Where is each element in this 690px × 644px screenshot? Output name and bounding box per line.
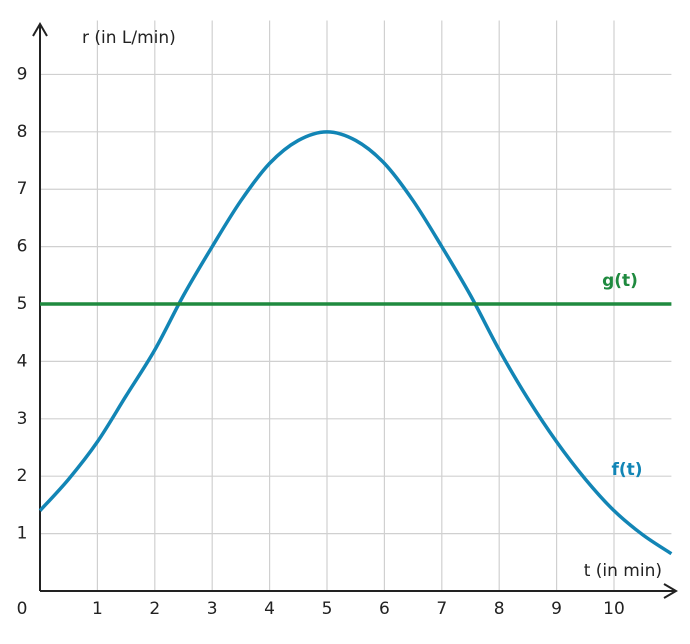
grid — [40, 20, 672, 591]
y-axis-arrow — [32, 22, 48, 37]
x-tick-label: 10 — [603, 599, 625, 619]
series-line — [38, 130, 673, 556]
x-axis-arrow — [663, 583, 678, 599]
x-tick-label: 9 — [551, 599, 562, 619]
y-tick-label: 3 — [17, 409, 28, 429]
y-tick-label: 7 — [17, 179, 28, 199]
x-tick-label: 6 — [379, 599, 390, 619]
y-tick-label: 6 — [17, 237, 28, 257]
y-tick-label: 8 — [17, 122, 28, 142]
x-tick-label: 4 — [264, 599, 275, 619]
y-tick-label: 9 — [17, 64, 28, 84]
x-tick-label: 3 — [207, 599, 218, 619]
series-label: f(t) — [611, 460, 642, 480]
y-tick-label: 1 — [17, 524, 28, 544]
y-tick-label: 4 — [17, 351, 28, 371]
x-tick-label: 8 — [494, 599, 505, 619]
x-axis-label: t (in min) — [584, 561, 662, 581]
series-label: g(t) — [602, 271, 638, 291]
y-tick-label: 5 — [17, 294, 28, 314]
x-tick-label: 5 — [322, 599, 333, 619]
x-tick-label: 2 — [149, 599, 160, 619]
y-axis-label: r (in L/min) — [82, 28, 176, 48]
x-tick-label: 7 — [436, 599, 447, 619]
x-tick-label: 0 — [17, 599, 28, 619]
y-tick-label: 2 — [17, 466, 28, 486]
x-tick-label: 1 — [92, 599, 103, 619]
